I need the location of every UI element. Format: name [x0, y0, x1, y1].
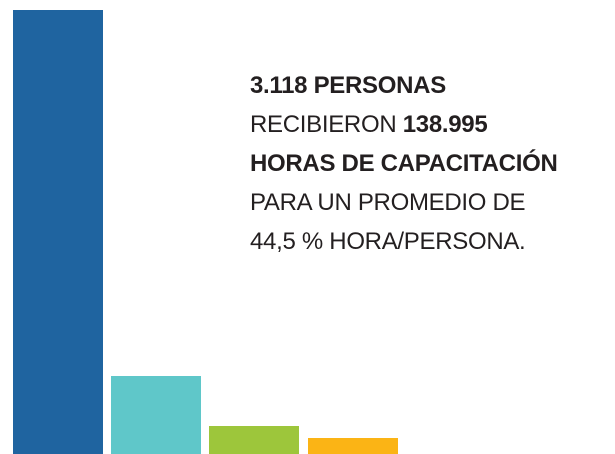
statement: 3.118 PERSONAS RECIBIERON 138.995 HORAS DE… [250, 66, 558, 261]
decor-bar [209, 426, 299, 454]
decor-bar [13, 10, 103, 454]
decor-bar [111, 376, 201, 454]
decor-bar [308, 438, 398, 454]
text-line: 3.118 PERSONAS [250, 66, 557, 105]
text-segment: HORAS DE CAPACITACIÓN [250, 150, 558, 177]
text-segment: 3.118 PERSONAS [250, 72, 446, 99]
text-segment: RECIBIERON [250, 111, 403, 138]
text-segment: PARA UN PROMEDIO DE [250, 189, 526, 216]
text-segment: 138.995 [402, 111, 488, 138]
text-line: PARA UN PROMEDIO DE [250, 183, 557, 222]
text-line: 44,5 % HORA/PERSONA. [250, 222, 557, 261]
text-line: HORAS DE CAPACITACIÓN [250, 144, 558, 183]
text-segment: 44,5 % HORA/PERSONA. [250, 228, 526, 255]
text-line: RECIBIERON 138.995 [250, 105, 557, 144]
